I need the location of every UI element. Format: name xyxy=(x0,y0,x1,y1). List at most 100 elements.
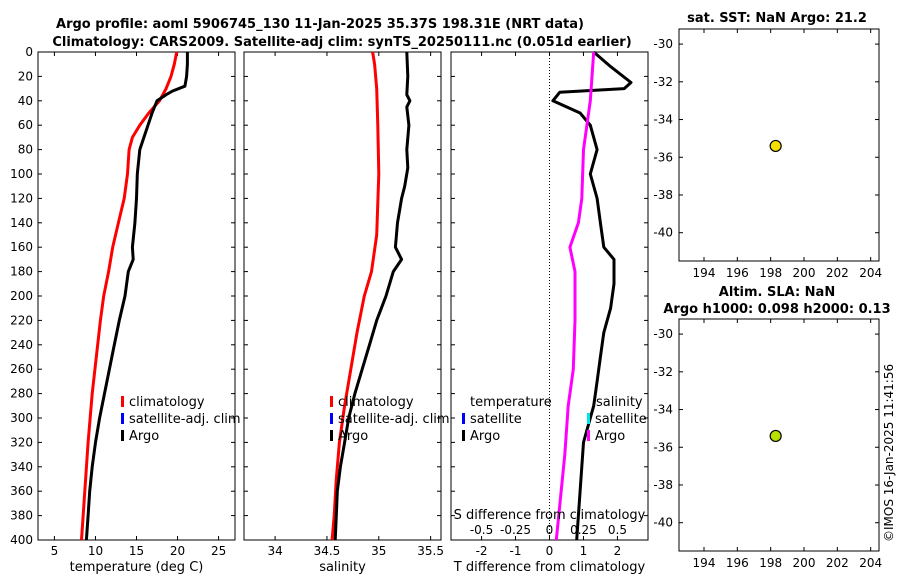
sla_map-axes-frame xyxy=(678,318,880,552)
sla-map-panel: -30 -32 -34 -36 -38 -40 194 196 198 200 202 204 Alti… xyxy=(653,285,890,570)
xtick-label: 0 xyxy=(546,544,554,558)
ytick-label: 180 xyxy=(10,265,33,279)
ytick-label: 160 xyxy=(10,240,33,254)
sla_map-title: Altim. SLA: NaN xyxy=(719,285,835,300)
salinity-legend-swatch xyxy=(330,430,333,441)
xtick-label: 202 xyxy=(826,556,849,570)
ytick-label: 100 xyxy=(10,167,33,181)
salinity-legend-item: Argo xyxy=(338,429,368,444)
ytick-label: 80 xyxy=(18,143,33,157)
salinity-panel: 34 34.5 35 35.5 salinity climatology satellite… xyxy=(243,51,450,575)
xtick-label: -2 xyxy=(476,544,488,558)
temperature-legend-item: climatology xyxy=(129,395,205,410)
xtick-label: 204 xyxy=(859,266,882,280)
xtick-label: 196 xyxy=(726,556,749,570)
ytick-label: 400 xyxy=(10,533,33,547)
salinity-xlabel: salinity xyxy=(319,560,366,575)
ytick-label: -34 xyxy=(653,113,673,127)
salinity-axes-frame xyxy=(243,51,442,541)
salinity-legend-item: climatology xyxy=(338,395,414,410)
title-line2: Climatology: CARS2009. Satellite-adj cli… xyxy=(52,35,631,50)
salinity-legend-swatch xyxy=(330,396,333,407)
s-xtick-label: 0.25 xyxy=(570,523,597,537)
s-xtick-label: -0.25 xyxy=(500,523,531,537)
s-xtick-label: -0.5 xyxy=(470,523,493,537)
difference-t-legend-item: satellite xyxy=(470,412,522,427)
salinity-legend-item: satellite-adj. clim xyxy=(338,412,450,427)
xtick-label: 2 xyxy=(614,544,622,558)
xtick-label: 200 xyxy=(793,556,816,570)
ytick-label: 240 xyxy=(10,338,33,352)
xtick-label: 194 xyxy=(693,556,716,570)
s-xtick-label: 0.5 xyxy=(608,523,627,537)
difference-s-legend-swatch xyxy=(587,430,590,441)
xtick-label: 34.5 xyxy=(314,544,341,558)
ytick-label: 200 xyxy=(10,289,33,303)
ytick-label: 340 xyxy=(10,460,33,474)
difference-t-legend-swatch xyxy=(462,430,465,441)
xtick-label: 194 xyxy=(693,266,716,280)
temperature-xlabel: temperature (deg C) xyxy=(70,560,204,575)
temperature-legend-item: satellite-adj. clim xyxy=(129,412,241,427)
ytick-label: 220 xyxy=(10,313,33,327)
xtick-label: 34 xyxy=(267,544,282,558)
ytick-label: 320 xyxy=(10,435,33,449)
xtick-label: -1 xyxy=(510,544,522,558)
xtick-label: 35 xyxy=(371,544,386,558)
xtick-label: 1 xyxy=(580,544,588,558)
ytick-label: -30 xyxy=(653,37,673,51)
xtick-label: 204 xyxy=(859,556,882,570)
temperature-series-argo xyxy=(84,52,189,541)
temperature-legend-item: Argo xyxy=(129,429,159,444)
xtick-label: 35.5 xyxy=(417,544,444,558)
s-xtick-label: 0 xyxy=(546,523,554,537)
sla_map-float-marker xyxy=(769,429,782,443)
xtick-label: 202 xyxy=(826,266,849,280)
xtick-label: 10 xyxy=(88,544,103,558)
sst-map-panel: -30 -32 -34 -36 -38 -40 194 196 198 200 202 204 sat.… xyxy=(653,11,882,280)
ytick-label: -36 xyxy=(653,440,673,454)
ytick-label: -32 xyxy=(653,365,673,379)
ytick-label: 360 xyxy=(10,484,33,498)
ytick-label: 60 xyxy=(18,118,33,132)
xtick-label: 200 xyxy=(793,266,816,280)
difference-panel: -2 -1 0 1 2 T difference from climatology S di… xyxy=(450,50,649,575)
xtick-label: 5 xyxy=(51,544,59,558)
ytick-label: 140 xyxy=(10,216,33,230)
sla_map-subtitle: Argo h1000: 0.098 h2000: 0.13 xyxy=(663,302,890,317)
salinity-series-argo xyxy=(333,51,412,541)
xtick-label: 15 xyxy=(129,544,144,558)
ytick-label: -40 xyxy=(653,226,673,240)
difference-s-legend-item: Argo xyxy=(595,429,625,444)
difference-legend-s-title: salinity xyxy=(596,395,643,410)
xtick-label: 25 xyxy=(211,544,226,558)
ytick-label: -36 xyxy=(653,150,673,164)
difference-legend-t-title: temperature xyxy=(470,395,552,410)
ytick-label: 120 xyxy=(10,191,33,205)
ytick-label: 20 xyxy=(18,69,33,83)
difference-series-temperature xyxy=(551,50,633,541)
temperature-legend-swatch xyxy=(121,413,124,424)
difference-t-legend-swatch xyxy=(462,413,465,424)
temperature-axes-frame xyxy=(37,51,236,541)
ytick-label: 380 xyxy=(10,509,33,523)
difference-s-legend-item: satellite xyxy=(595,412,647,427)
ytick-label: -32 xyxy=(653,75,673,89)
difference-xlabel: T difference from climatology xyxy=(453,560,646,575)
ytick-label: -30 xyxy=(653,327,673,341)
xtick-label: 198 xyxy=(759,266,782,280)
ytick-label: -38 xyxy=(653,478,673,492)
ytick-label: -34 xyxy=(653,403,673,417)
xtick-label: 196 xyxy=(726,266,749,280)
difference-series-salinity xyxy=(554,51,596,541)
temperature-panel: 0 20 40 60 80 100 120 140 160 180 200 220 240 260 280 3… xyxy=(10,45,241,575)
temperature-legend-swatch xyxy=(121,396,124,407)
ytick-label: 280 xyxy=(10,387,33,401)
sst_map-title: sat. SST: NaN Argo: 21.2 xyxy=(687,11,867,26)
ytick-label: 0 xyxy=(25,45,33,59)
title-line1: Argo profile: aoml 5906745_130 11-Jan-20… xyxy=(56,17,584,32)
temperature-legend-swatch xyxy=(121,430,124,441)
sst_map-float-marker xyxy=(769,139,782,153)
temperature-series-climatology xyxy=(80,51,179,541)
